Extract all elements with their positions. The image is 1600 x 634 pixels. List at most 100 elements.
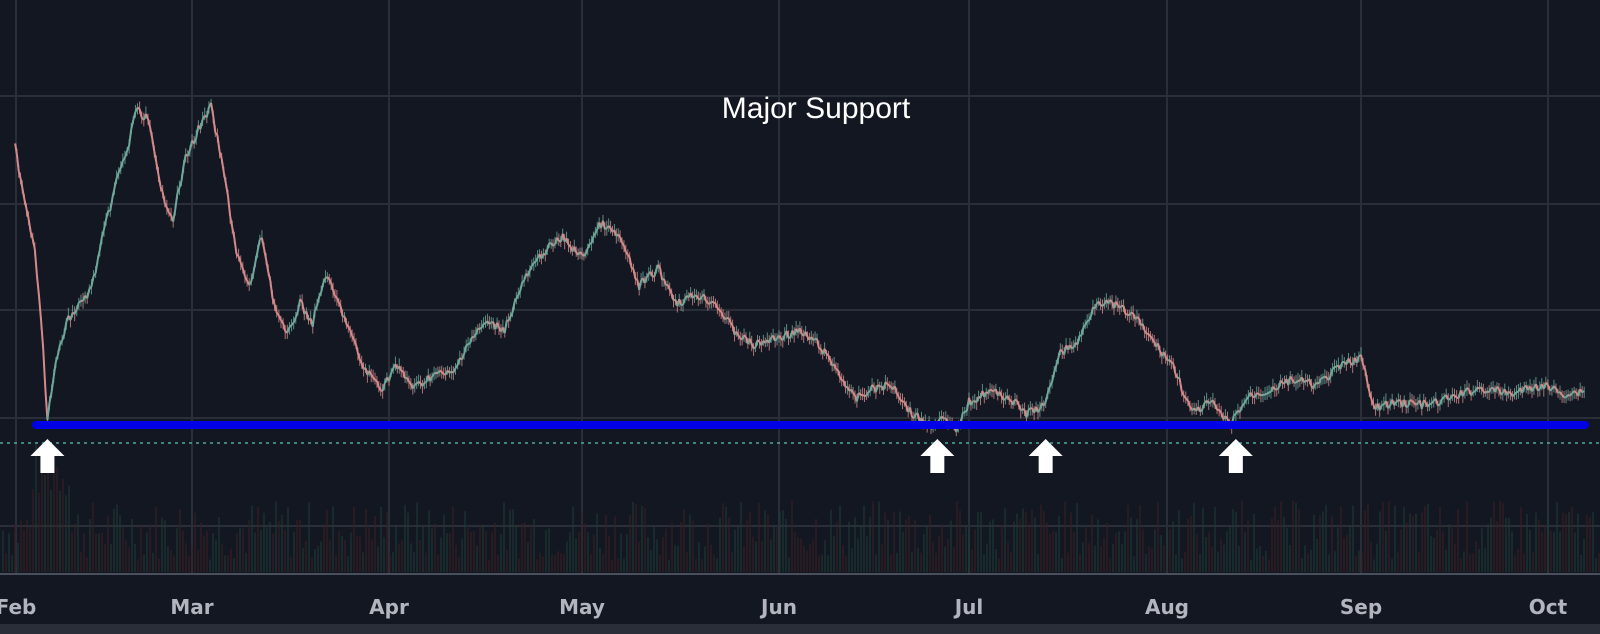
volume-bar (923, 534, 925, 572)
volume-bar (251, 505, 253, 572)
volume-bar (275, 501, 277, 572)
volume-bar (1427, 503, 1429, 572)
volume-bar (47, 459, 49, 572)
volume-bar (926, 526, 928, 572)
volume-bar (1529, 530, 1531, 572)
volume-bar (1106, 522, 1108, 572)
volume-bar (1583, 538, 1585, 572)
volume-bar (1355, 555, 1357, 572)
volume-bar (1223, 544, 1225, 572)
volume-bar (1211, 546, 1213, 572)
volume-bar (881, 544, 883, 572)
volume-bar (1451, 524, 1453, 572)
volume-bar (1541, 531, 1543, 572)
volume-bar (179, 509, 181, 572)
volume-bar (710, 544, 712, 572)
volume-bar (959, 510, 961, 572)
volume-bar (1043, 510, 1045, 572)
volume-bar (1034, 517, 1036, 572)
volume-bar (1430, 535, 1432, 572)
volume-bar (824, 540, 826, 572)
volume-bar (419, 539, 421, 572)
volume-bar (422, 526, 424, 572)
volume-bar (713, 554, 715, 572)
volume-bar (332, 506, 334, 572)
volume-bar (506, 549, 508, 572)
volume-bar (1469, 553, 1471, 572)
volume-bar (1244, 532, 1246, 572)
volume-bar (500, 534, 502, 572)
volume-bar (821, 554, 823, 572)
volume-bar (1337, 527, 1339, 572)
volume-bar (1283, 516, 1285, 572)
volume-bar (1061, 557, 1063, 572)
volume-bar (1262, 555, 1264, 572)
volume-bar (1058, 515, 1060, 572)
volume-bar (752, 536, 754, 572)
volume-bar (1118, 531, 1120, 572)
volume-bar (344, 540, 346, 572)
volume-bar (1445, 549, 1447, 572)
volume-bar (1565, 513, 1567, 572)
volume-bar (989, 521, 991, 572)
volume-bar (650, 549, 652, 572)
volume-bar (605, 514, 607, 572)
volume-bar (356, 535, 358, 572)
volume-bar (902, 531, 904, 572)
volume-bar (233, 558, 235, 572)
volume-bar (1196, 534, 1198, 572)
volume-bar (659, 554, 661, 572)
x-tick-may: May (559, 595, 605, 619)
volume-bar (434, 523, 436, 572)
candle-down (38, 296, 43, 322)
volume-bar (1589, 517, 1591, 572)
volume-bar (974, 529, 976, 572)
volume-bar (1547, 517, 1549, 572)
volume-bar (1019, 518, 1021, 572)
volume-bar (362, 552, 364, 572)
volume-bar (215, 539, 217, 572)
volume-bar (14, 524, 16, 572)
volume-bar (803, 545, 805, 572)
volume-bar (359, 536, 361, 572)
volume-bar (1247, 520, 1249, 572)
volume-bar (836, 522, 838, 572)
volume-bar (692, 520, 694, 572)
volume-bar (629, 514, 631, 572)
volume-bar (392, 551, 394, 572)
volume-bar (1040, 504, 1042, 572)
volume-bar (1553, 531, 1555, 572)
volume-bar (266, 527, 268, 572)
volume-bar (872, 501, 874, 572)
volume-bar (584, 523, 586, 572)
volume-bar (1319, 515, 1321, 572)
x-tick-apr: Apr (369, 595, 409, 619)
volume-bar (164, 520, 166, 572)
volume-bar (389, 554, 391, 572)
volume-bar (1091, 513, 1093, 572)
volume-bar (1367, 503, 1369, 572)
volume-bar (908, 516, 910, 572)
volume-bar (1082, 542, 1084, 572)
volume-bar (308, 502, 310, 572)
volume-bar (611, 559, 613, 572)
volume-bar (281, 514, 283, 572)
volume-bar (557, 551, 559, 572)
volume-bar (791, 500, 793, 572)
volume-bar (632, 502, 634, 572)
volume-bar (5, 553, 7, 572)
volume-bar (1373, 559, 1375, 572)
volume-bar (1220, 539, 1222, 572)
volume-bar (722, 503, 724, 572)
volume-bar (1379, 511, 1381, 572)
volume-bar (335, 554, 337, 572)
volume-bar (1535, 512, 1537, 572)
volume-bar (1070, 512, 1072, 572)
volume-bar (176, 527, 178, 572)
volume-bar (929, 514, 931, 572)
volume-bar (314, 548, 316, 572)
volume-bar (1418, 551, 1420, 572)
volume-bar (365, 508, 367, 572)
volume-bar (1214, 507, 1216, 572)
